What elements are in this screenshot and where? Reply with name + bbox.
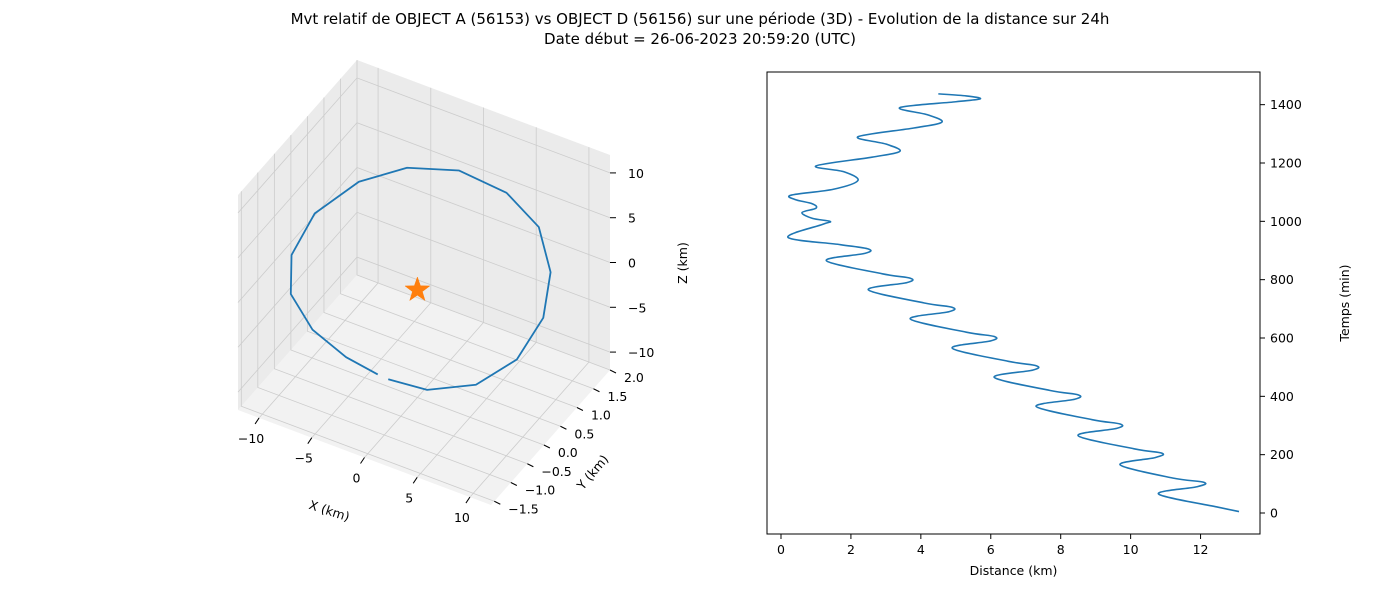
y-tick <box>527 463 534 468</box>
figure-title-line1: Mvt relatif de OBJECT A (56153) vs OBJEC… <box>291 10 1110 28</box>
y-axis-label: Y (km) <box>573 452 611 494</box>
y-tick-label: −0.5 <box>541 464 571 479</box>
y-tick-label: 2.0 <box>624 370 644 385</box>
x-tick <box>360 457 365 464</box>
y-tick-label: 400 <box>1270 389 1294 404</box>
y-tick-label: 1200 <box>1270 156 1302 171</box>
origin-star-marker <box>404 276 431 302</box>
y-tick-label: 800 <box>1270 272 1294 287</box>
z-gridline <box>237 77 611 214</box>
z-tick-label: −5 <box>628 300 646 315</box>
x-tick-label: 12 <box>1193 542 1209 557</box>
y-gridline <box>307 116 561 427</box>
z-gridline <box>237 211 611 348</box>
x-tick-label: 4 <box>917 542 925 557</box>
figure-title-line2: Date début = 26-06-2023 20:59:20 (UTC) <box>544 30 856 48</box>
y-gridline <box>290 135 545 446</box>
y-tick-label: 0 <box>1270 506 1278 521</box>
x-tick <box>254 417 260 425</box>
x-tick-label: −5 <box>295 451 313 466</box>
y-gridline <box>257 172 511 483</box>
z-gridline <box>237 167 611 303</box>
y-tick-label: 1.0 <box>591 408 611 423</box>
y-tick-label: 0.0 <box>558 445 578 460</box>
y-tick-label: 1400 <box>1270 97 1302 112</box>
y-tick <box>609 369 617 374</box>
3d-trajectory-chart: −10 −5 0 5 10 −1.5 −1.0 −0.5 0.0 0.5 1.0 1.5 2.0 −10 −… <box>237 60 690 525</box>
distance-time-chart: 0 2 4 6 8 10 12 0 200 400 600 800 1000 1200 1400 Distan… <box>766 71 1352 578</box>
x-axis-label: Distance (km) <box>970 563 1058 578</box>
x-tick-label: 5 <box>405 490 413 505</box>
y-tick-label: 1.5 <box>607 389 627 404</box>
z-tick-label: −10 <box>628 345 654 360</box>
z-gridline <box>237 256 611 393</box>
y-axis-label: Temps (min) <box>1337 264 1352 342</box>
y-gridline <box>240 191 495 502</box>
distance-series-line <box>787 93 1240 513</box>
x-tick <box>307 437 313 444</box>
y-tick <box>543 444 551 449</box>
y-gridline <box>356 60 611 371</box>
y-tick-label: 1000 <box>1270 214 1302 229</box>
x-tick-label: −10 <box>238 431 264 446</box>
plot-frame <box>766 71 1261 535</box>
z-axis-label: Z (km) <box>675 242 690 284</box>
y-tick <box>593 388 600 393</box>
x-tick-label: 0 <box>353 471 361 486</box>
x-tick-label: 10 <box>454 510 470 525</box>
y-gridline <box>273 153 528 465</box>
y-tick-label: 200 <box>1270 447 1294 462</box>
z-tick-label: 0 <box>628 256 636 271</box>
y-tick <box>560 425 567 430</box>
y-tick <box>510 482 518 486</box>
x-tick-label: 10 <box>1123 542 1139 557</box>
z-tick-label: 10 <box>628 166 644 181</box>
x-axis-label: X (km) <box>307 497 351 524</box>
y-gridline <box>323 97 578 408</box>
x-tick <box>465 496 471 504</box>
x-tick-label: 8 <box>1057 542 1065 557</box>
x-tick-label: 0 <box>777 542 785 557</box>
y-gridline <box>340 78 594 390</box>
y-tick <box>576 407 584 411</box>
y-tick-label: −1.0 <box>525 483 555 498</box>
z-gridline <box>237 122 611 258</box>
y-tick-label: 0.5 <box>574 426 594 441</box>
x-tick-label: 6 <box>987 542 995 557</box>
y-tick <box>494 500 501 505</box>
y-tick-label: 600 <box>1270 331 1294 346</box>
z-tick-label: 5 <box>628 211 636 226</box>
x-tick-label: 2 <box>847 542 855 557</box>
x-tick <box>412 477 418 484</box>
trajectory-line <box>289 166 552 391</box>
y-tick-label: −1.5 <box>508 501 538 516</box>
